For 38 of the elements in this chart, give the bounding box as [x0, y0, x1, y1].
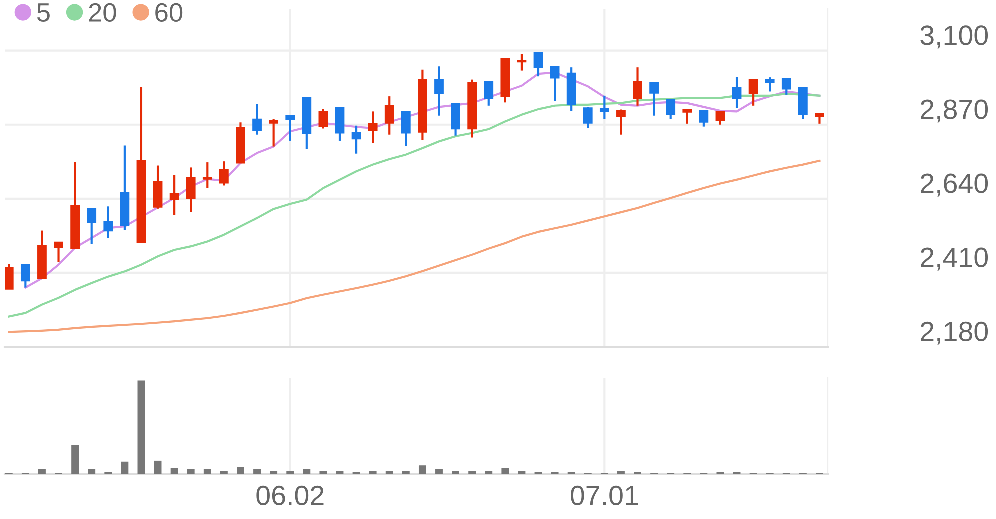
bar: [286, 471, 294, 474]
bar: [254, 469, 261, 474]
bar: [72, 445, 80, 474]
bar: [369, 471, 377, 474]
bar: [502, 468, 510, 474]
bar: [270, 471, 278, 474]
bar: [303, 469, 311, 474]
bar: [336, 471, 344, 474]
y-tick-label: 2,180: [921, 322, 988, 345]
bar: [485, 471, 493, 474]
bar: [468, 471, 476, 474]
y-tick-label: 2,640: [921, 174, 988, 197]
bar: [452, 471, 460, 474]
y-tick-label: 3,100: [920, 26, 988, 49]
bar: [518, 471, 526, 474]
bar: [436, 469, 443, 474]
bar: [418, 466, 426, 474]
legend-label: 20: [89, 3, 116, 22]
x-tick-label: 07.01: [571, 486, 638, 506]
y-tick-label: 2,870: [921, 100, 988, 123]
bar: [187, 469, 195, 474]
bar: [204, 469, 212, 474]
bar: [88, 469, 96, 474]
bar: [237, 467, 244, 474]
x-tick-label: 06.02: [256, 486, 324, 506]
bar: [138, 380, 146, 474]
legend-label: 60: [156, 3, 183, 22]
bar: [220, 471, 228, 474]
bar: [386, 471, 394, 474]
legend-label: 5: [37, 4, 50, 22]
bar: [402, 471, 410, 474]
bar: [38, 469, 46, 474]
bar: [154, 460, 162, 474]
bar: [320, 471, 328, 474]
bar: [170, 468, 178, 474]
bar: [617, 471, 625, 474]
y-tick-label: 2,410: [921, 248, 988, 271]
bar: [121, 462, 129, 474]
